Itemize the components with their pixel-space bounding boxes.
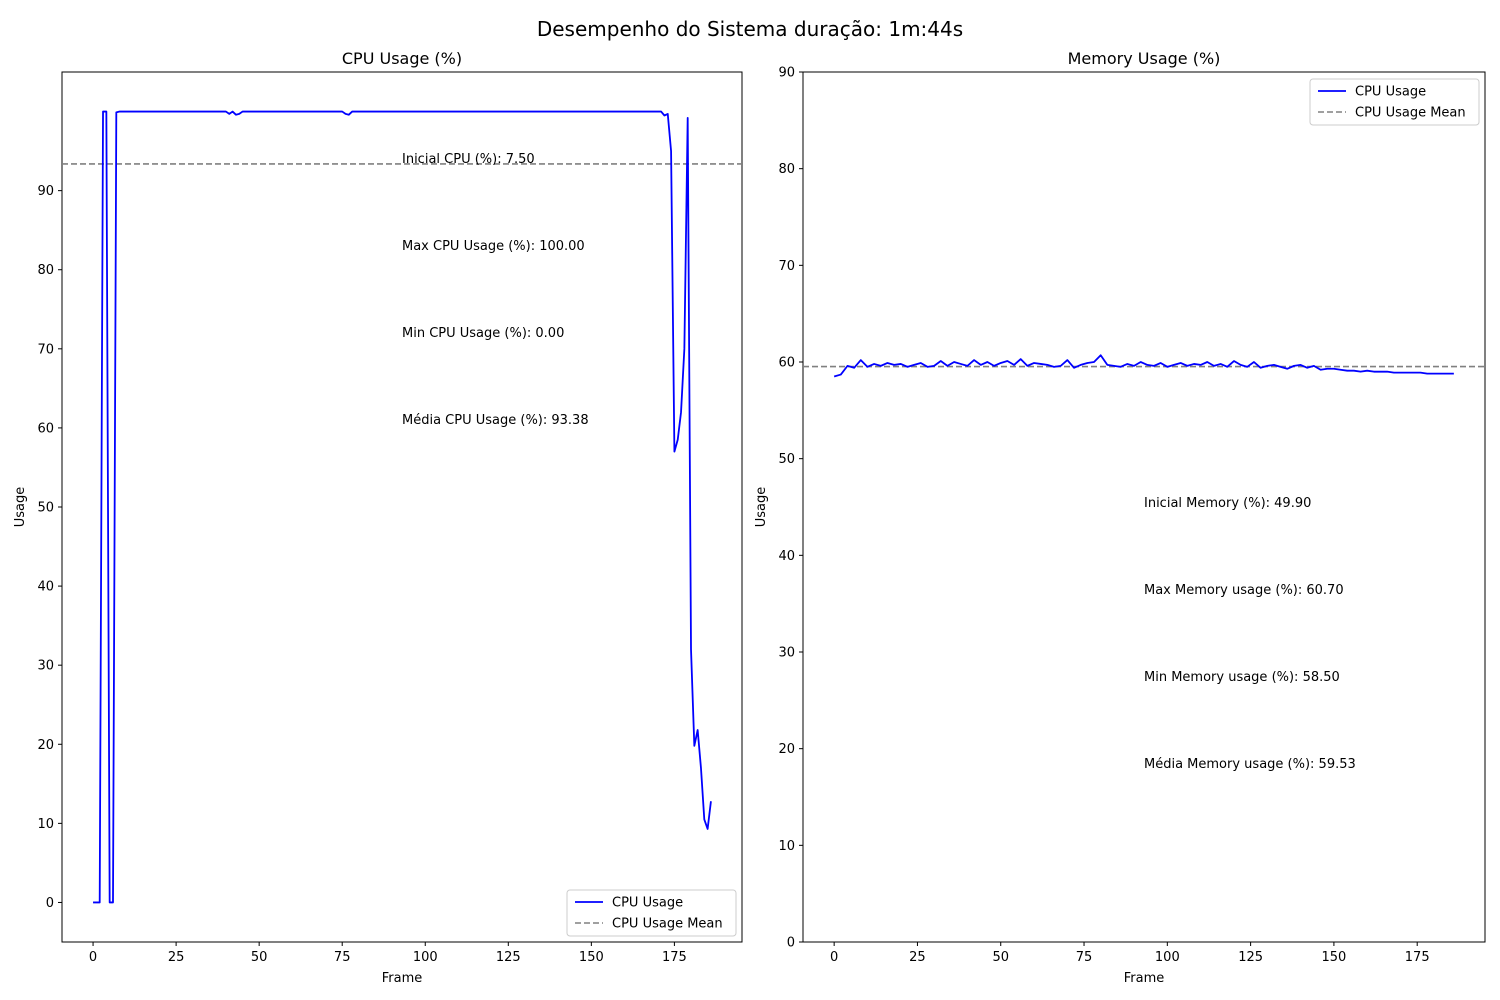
y-tick-label: 30 [778, 646, 795, 661]
memory-usage-chart: Memory Usage (%) 0 25 50 75 100 125 150 175 0 10 20… [754, 49, 1486, 986]
x-tick-label: 150 [1321, 950, 1346, 965]
stat-annotation: Max CPU Usage (%): 100.00 [402, 239, 585, 254]
legend-box [1309, 78, 1480, 126]
x-tick-label: 150 [579, 950, 604, 965]
y-tick-label: 50 [37, 501, 54, 516]
legend-label-series: CPU Usage [1355, 85, 1426, 100]
legend: CPU Usage CPU Usage Mean [566, 889, 737, 937]
figure-suptitle: Desempenho do Sistema duração: 1m:44s [537, 17, 963, 41]
x-tick-label: 125 [1238, 950, 1263, 965]
y-tick-label: 80 [37, 263, 54, 278]
cpu-usage-chart: CPU Usage (%) 0 25 50 75 100 125 150 175 0 10 20 30 4… [13, 49, 743, 986]
x-axis-label: Frame [1124, 971, 1165, 986]
stat-annotation: Média Memory usage (%): 59.53 [1144, 757, 1356, 772]
y-tick-label: 20 [37, 738, 54, 753]
x-tick-label: 50 [992, 950, 1009, 965]
stat-annotation: Min Memory usage (%): 58.50 [1144, 670, 1340, 685]
x-tick-label: 25 [168, 950, 185, 965]
legend-label-series: CPU Usage [612, 896, 683, 911]
y-axis-label: Usage [754, 487, 769, 528]
y-tick-label: 10 [778, 839, 795, 854]
x-tick-label: 175 [662, 950, 687, 965]
y-tick-label: 0 [787, 936, 795, 951]
x-tick-label: 75 [1076, 950, 1093, 965]
stat-annotation: Inicial CPU (%): 7.50 [402, 152, 535, 167]
y-tick-label: 60 [37, 421, 54, 436]
y-tick-label: 50 [778, 452, 795, 467]
y-tick-label: 10 [37, 817, 54, 832]
x-tick-label: 50 [251, 950, 268, 965]
legend-label-mean: CPU Usage Mean [612, 917, 723, 932]
x-tick-label: 100 [413, 950, 438, 965]
y-tick-label: 0 [46, 896, 54, 911]
series-line [833, 354, 1454, 378]
y-tick-label: 70 [778, 259, 795, 274]
y-axis-label: Usage [13, 487, 28, 528]
stat-annotation: Max Memory usage (%): 60.70 [1144, 583, 1344, 598]
stat-annotation: Média CPU Usage (%): 93.38 [402, 413, 589, 428]
x-tick-label: 175 [1405, 950, 1430, 965]
x-tick-label: 25 [909, 950, 926, 965]
y-tick-label: 80 [778, 162, 795, 177]
y-tick-label: 90 [37, 184, 54, 199]
stat-annotation: Inicial Memory (%): 49.90 [1144, 496, 1311, 511]
y-tick-label: 40 [778, 549, 795, 564]
x-tick-label: 125 [496, 950, 521, 965]
stat-annotation: Min CPU Usage (%): 0.00 [402, 326, 564, 341]
y-tick-label: 70 [37, 342, 54, 357]
legend-label-mean: CPU Usage Mean [1355, 106, 1466, 121]
y-tick-label: 40 [37, 580, 54, 595]
legend: CPU Usage CPU Usage Mean [1309, 78, 1480, 126]
y-tick-label: 30 [37, 659, 54, 674]
axes-frame [61, 71, 743, 943]
x-tick-label: 0 [830, 950, 838, 965]
x-tick-label: 75 [334, 950, 351, 965]
y-tick-label: 60 [778, 356, 795, 371]
y-tick-label: 90 [778, 66, 795, 81]
x-tick-label: 0 [89, 950, 97, 965]
chart-title: CPU Usage (%) [342, 49, 462, 68]
y-tick-label: 20 [778, 742, 795, 757]
legend-box [566, 889, 737, 937]
axes-frame [802, 71, 1486, 943]
x-axis-label: Frame [382, 971, 423, 986]
series-line [93, 110, 712, 904]
x-tick-label: 100 [1155, 950, 1180, 965]
chart-title: Memory Usage (%) [1068, 49, 1221, 68]
